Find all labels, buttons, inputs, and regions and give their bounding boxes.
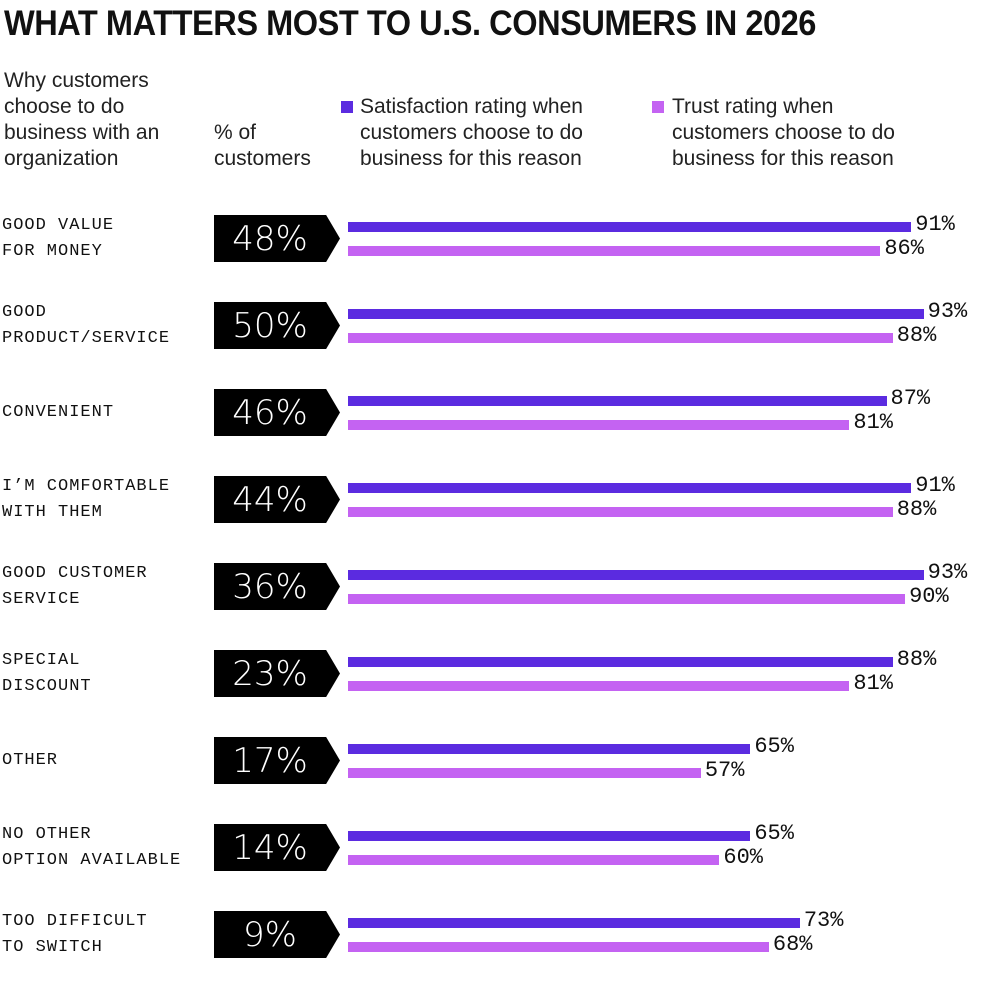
trust-bar (348, 855, 720, 865)
trust-bar (348, 681, 850, 691)
category-label: GOOD CUSTOMER SERVICE (2, 564, 148, 609)
pct-customers-badge: 36% (214, 563, 340, 610)
category-label: NO OTHER OPTION AVAILABLE (2, 825, 182, 870)
satisfaction-bar (348, 744, 751, 754)
pct-customers-badge: 23% (214, 650, 340, 697)
category-label: TOO DIFFICULT TO SWITCH (2, 912, 148, 957)
satisfaction-bar (348, 396, 887, 406)
legend-trust: Trust rating when customers choose to do… (672, 95, 895, 170)
trust-bar (348, 333, 893, 343)
satisfaction-value-label: 88% (896, 647, 937, 672)
trust-bar (348, 246, 881, 256)
trust-bar (348, 507, 893, 517)
trust-value-label: 88% (896, 323, 937, 348)
satisfaction-bar (348, 483, 912, 493)
satisfaction-value-label: 93% (927, 299, 968, 324)
satisfaction-value-label: 91% (915, 212, 955, 237)
satisfaction-value-label: 73% (803, 908, 844, 933)
satisfaction-value-label: 91% (915, 473, 955, 498)
category-label: I’M COMFORTABLE WITH THEM (2, 477, 171, 522)
trust-value-label: 81% (853, 671, 893, 696)
pct-customers-badge: 44% (214, 476, 340, 523)
pct-customers-badge: 17% (214, 737, 340, 784)
satisfaction-bar (348, 309, 924, 319)
pct-customers-badge: 46% (214, 389, 340, 436)
chart-title: WHAT MATTERS MOST TO U.S. CONSUMERS IN 2… (4, 4, 816, 43)
satisfaction-value-label: 87% (890, 386, 931, 411)
trust-bar (348, 420, 850, 430)
pct-customers-badge: 14% (214, 824, 340, 871)
satisfaction-bar (348, 831, 751, 841)
pct-customers-badge: 50% (214, 302, 340, 349)
legend-swatch-trust (652, 101, 664, 113)
legend-swatch-satisfaction (341, 101, 353, 113)
pct-column-header: % of customers (214, 121, 311, 170)
category-label: GOOD PRODUCT/SERVICE (2, 303, 171, 348)
satisfaction-bar (348, 222, 912, 232)
trust-value-label: 68% (772, 932, 813, 957)
category-label: SPECIAL DISCOUNT (2, 651, 92, 696)
legend-satisfaction: Satisfaction rating when customers choos… (360, 95, 583, 170)
trust-value-label: 60% (723, 845, 763, 870)
satisfaction-bar (348, 918, 800, 928)
category-label: OTHER (2, 751, 59, 770)
trust-value-label: 81% (853, 410, 893, 435)
satisfaction-value-label: 65% (754, 734, 794, 759)
category-label: CONVENIENT (2, 403, 115, 422)
satisfaction-value-label: 93% (927, 560, 968, 585)
trust-bar (348, 768, 701, 778)
satisfaction-value-label: 65% (754, 821, 794, 846)
pct-customers-badge: 9% (214, 911, 340, 958)
satisfaction-bar (348, 657, 893, 667)
pct-customers-badge: 48% (214, 215, 340, 262)
trust-value-label: 86% (884, 236, 924, 261)
reason-column-header: Why customers choose to do business with… (4, 69, 160, 170)
trust-value-label: 90% (909, 584, 949, 609)
category-label: GOOD VALUE FOR MONEY (2, 216, 115, 261)
satisfaction-bar (348, 570, 924, 580)
trust-bar (348, 942, 769, 952)
trust-value-label: 88% (896, 497, 937, 522)
trust-value-label: 57% (704, 758, 745, 783)
trust-bar (348, 594, 906, 604)
